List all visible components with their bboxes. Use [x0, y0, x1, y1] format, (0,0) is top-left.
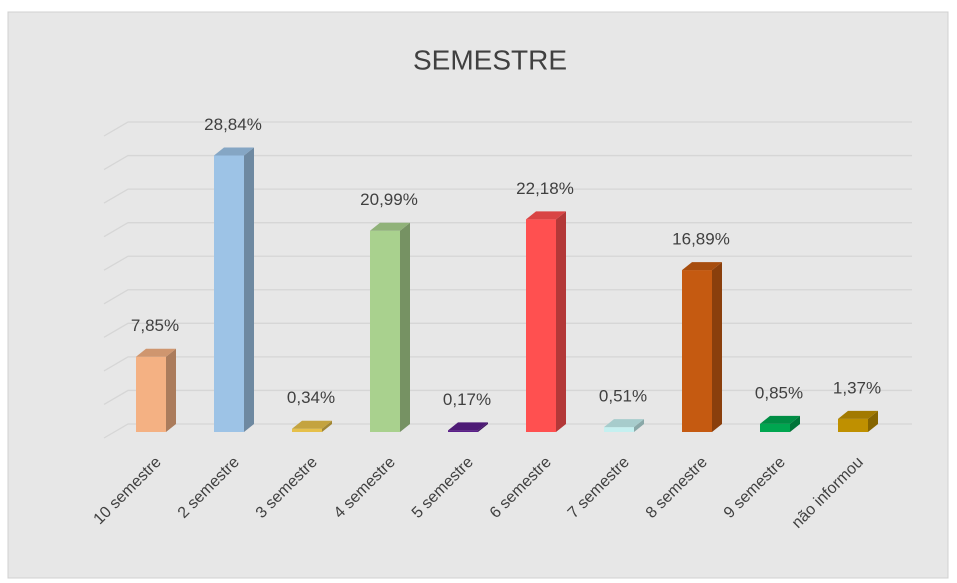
bar-front	[682, 270, 712, 432]
bar	[214, 147, 254, 432]
grid-line	[103, 222, 912, 238]
bar-top	[214, 147, 254, 156]
bar-side	[556, 211, 566, 432]
data-label: 28,84%	[204, 115, 262, 134]
bar-side	[790, 415, 800, 432]
data-label: 22,18%	[516, 179, 574, 198]
bar-side	[400, 222, 410, 432]
data-label: 20,99%	[360, 190, 418, 209]
data-label: 0,51%	[599, 387, 647, 406]
bar	[526, 211, 566, 432]
data-label: 16,89%	[672, 230, 730, 249]
bar-top	[136, 348, 176, 357]
grid-line	[103, 322, 912, 338]
bar-top	[682, 262, 722, 271]
bar-top	[838, 410, 878, 419]
grid-line	[103, 154, 912, 171]
bar-side	[166, 348, 176, 432]
bar-front	[838, 418, 868, 432]
bar-side	[478, 422, 488, 432]
bar-side	[868, 410, 878, 432]
grid-line	[103, 121, 912, 137]
bar-top	[448, 422, 488, 431]
bar	[604, 419, 644, 432]
bar	[370, 222, 410, 432]
grid-line	[103, 356, 912, 372]
bar-front	[448, 430, 478, 432]
chart-area	[7, 11, 949, 579]
bar-side	[712, 262, 722, 432]
bar-top	[292, 420, 332, 429]
grid-line	[103, 255, 912, 271]
chart-title: SEMESTRE	[413, 44, 567, 75]
data-label: 7,85%	[131, 316, 179, 335]
bar-front	[136, 356, 166, 432]
data-label: 0,17%	[443, 390, 491, 409]
bar	[838, 410, 878, 432]
bar-top	[760, 415, 800, 424]
data-label: 1,37%	[833, 378, 881, 397]
grid-line	[103, 389, 912, 406]
grid-line	[103, 423, 912, 439]
bar-front	[370, 230, 400, 432]
grid-line	[103, 188, 912, 204]
bar-top	[604, 419, 644, 428]
grid-line	[103, 289, 912, 305]
bar	[136, 348, 176, 432]
data-label: 0,34%	[287, 388, 335, 407]
bar	[760, 415, 800, 432]
bar-front	[526, 219, 556, 432]
bar-side	[634, 419, 644, 432]
bar-side	[322, 420, 332, 432]
bar-side	[244, 147, 254, 432]
bar-front	[604, 427, 634, 432]
bar-front	[292, 428, 322, 432]
data-label: 0,85%	[755, 383, 803, 402]
bar-top	[526, 211, 566, 220]
bar-front	[214, 155, 244, 432]
bar-top	[370, 222, 410, 231]
bar-front	[760, 423, 790, 432]
bar	[292, 420, 332, 432]
bar	[448, 422, 488, 432]
bar	[682, 262, 722, 432]
